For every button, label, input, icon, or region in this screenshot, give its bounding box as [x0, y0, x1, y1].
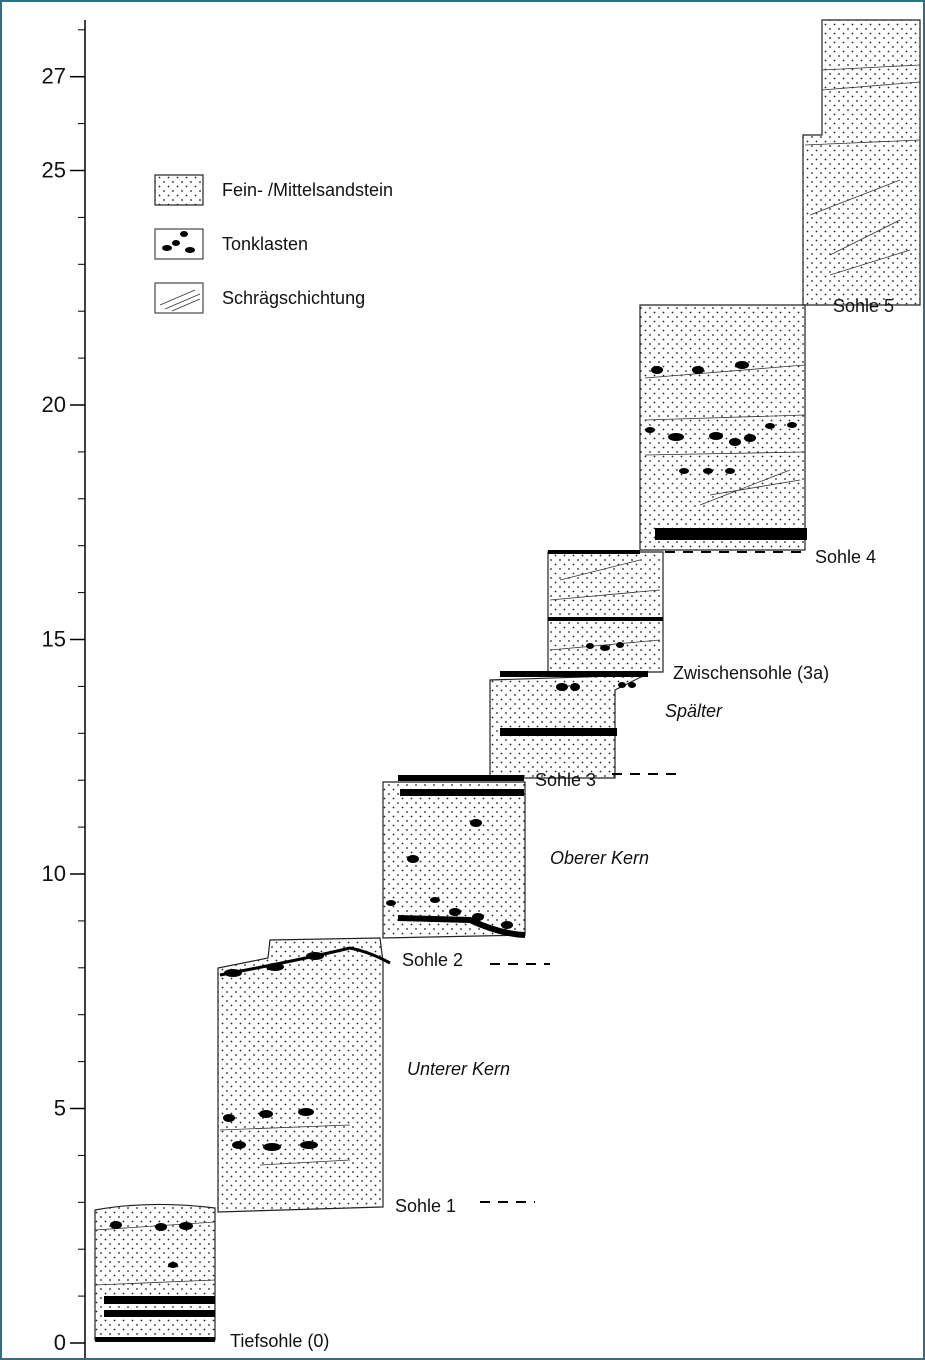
legend-label: Tonklasten [222, 234, 308, 254]
tick-label: 25 [42, 158, 66, 183]
tick-label: 15 [42, 627, 66, 652]
level-label: Sohle 3 [535, 770, 596, 790]
tick-label: 10 [42, 861, 66, 886]
tick-label: 5 [54, 1096, 66, 1121]
unit-label: Unterer Kern [407, 1059, 510, 1079]
tick-label: 20 [42, 392, 66, 417]
level-label: Zwischensohle (3a) [673, 663, 829, 683]
legend-swatch [155, 283, 203, 313]
legend-swatch [155, 175, 203, 205]
level-label: Sohle 4 [815, 547, 876, 567]
level-label: Sohle 2 [402, 950, 463, 970]
level-label: Sohle 1 [395, 1196, 456, 1216]
axis: 0 5 10 15 20 25 27 [42, 30, 85, 1355]
tick-label: 27 [42, 64, 66, 89]
legend-label: Schrägschichtung [222, 288, 365, 308]
legend-label: Fein- /Mittelsandstein [222, 180, 393, 200]
unit-label: Oberer Kern [550, 848, 649, 868]
unit-label: Spälter [665, 701, 723, 721]
stratigraphic-column: 0 5 10 15 20 25 27 Fein- /Mittelsandstein Tonk… [0, 0, 925, 1360]
level-label: Tiefsohle (0) [230, 1331, 329, 1351]
level-label: Sohle 5 [833, 296, 894, 316]
tick-label: 0 [54, 1330, 66, 1355]
legend: Fein- /Mittelsandstein Tonklasten Schräg… [155, 175, 393, 313]
